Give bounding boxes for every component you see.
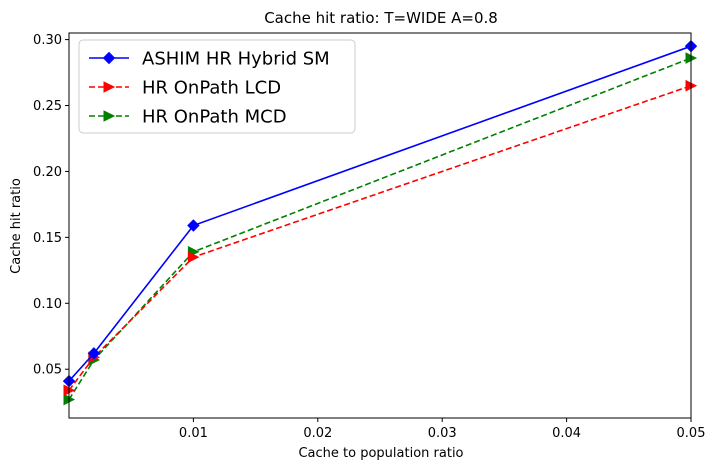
x-axis-ticks: 0.01 0.02 0.03 0.04 0.05 — [179, 418, 706, 441]
legend-entry: HR OnPath LCD — [89, 78, 281, 99]
series-layer — [62, 39, 698, 406]
legend-marker — [102, 51, 116, 65]
x-tick-label: 0.04 — [552, 426, 581, 441]
series-line — [68, 57, 692, 400]
chart-title: Cache hit ratio: T=WIDE A=0.8 — [264, 9, 498, 27]
y-tick-label: 0.30 — [33, 33, 62, 48]
legend: ASHIM HR Hybrid SM HR OnPath LCD HR OnPath… — [78, 39, 356, 134]
axes — [68, 32, 692, 419]
y-tick-label: 0.25 — [33, 99, 62, 114]
x-axis-label: Cache to population ratio — [298, 446, 463, 461]
legend-label: HR OnPath MCD — [142, 107, 287, 128]
y-axis-label: Cache hit ratio — [9, 178, 24, 274]
x-tick-label: 0.03 — [428, 426, 457, 441]
x-tick-label: 0.05 — [677, 426, 706, 441]
plot-frame — [68, 32, 692, 419]
series-line — [68, 45, 692, 382]
y-tick-label: 0.15 — [33, 231, 62, 246]
data-point — [187, 219, 200, 232]
y-axis-ticks: 0.05 0.10 0.15 0.20 0.25 0.30 — [33, 33, 69, 378]
legend-entry: ASHIM HR Hybrid SM — [89, 49, 330, 70]
y-tick-label: 0.20 — [33, 165, 62, 180]
legend-box — [78, 39, 356, 134]
x-tick-label: 0.02 — [303, 426, 332, 441]
data-point — [187, 251, 200, 263]
x-tick-label: 0.01 — [179, 426, 208, 441]
y-tick-label: 0.10 — [33, 297, 62, 312]
series-line — [68, 84, 692, 391]
legend-entry: HR OnPath MCD — [89, 107, 287, 128]
legend-marker — [103, 81, 116, 93]
legend-label: HR OnPath LCD — [142, 78, 281, 99]
legend-marker — [103, 110, 116, 122]
legend-entries: ASHIM HR Hybrid SM HR OnPath LCD HR OnPath… — [89, 49, 330, 128]
data-point — [87, 347, 101, 360]
y-tick-label: 0.05 — [33, 363, 62, 378]
legend-label: ASHIM HR Hybrid SM — [142, 49, 330, 70]
